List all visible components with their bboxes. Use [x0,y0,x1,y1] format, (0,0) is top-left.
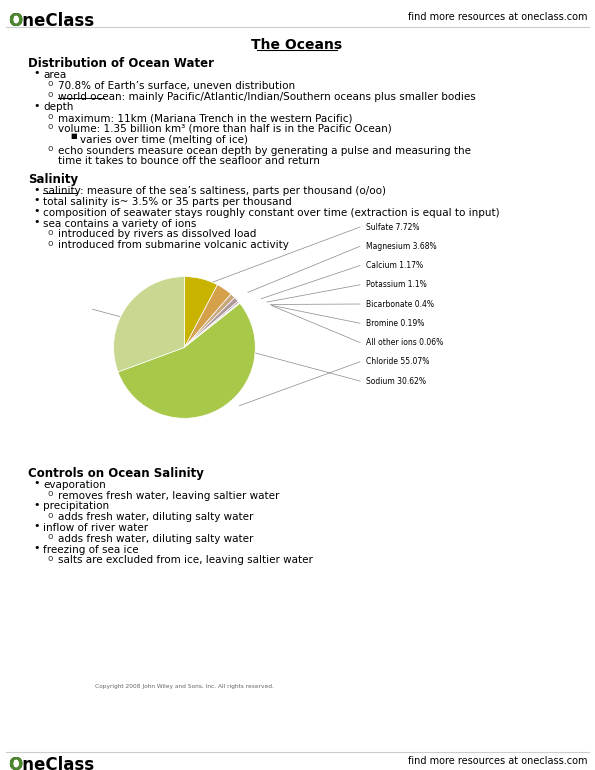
Text: o: o [48,554,54,563]
Text: •: • [33,185,39,195]
Text: find more resources at oneclass.com: find more resources at oneclass.com [408,12,587,22]
Text: Controls on Ocean Salinity: Controls on Ocean Salinity [28,467,204,480]
Text: o: o [48,112,54,121]
Text: o: o [48,239,54,248]
Text: world ocean: mainly Pacific/Atlantic/Indian/Southern oceans plus smaller bodies: world ocean: mainly Pacific/Atlantic/Ind… [58,92,476,102]
Text: •: • [33,196,39,206]
Text: o: o [48,144,54,153]
Wedge shape [184,276,218,347]
Text: precipitation: precipitation [43,501,109,511]
Text: o: o [48,511,54,520]
Wedge shape [184,303,240,347]
Text: Magnesium 3.68%: Magnesium 3.68% [366,242,437,251]
Text: Sodium 30.62%: Sodium 30.62% [366,377,426,386]
Text: varies over time (melting of ice): varies over time (melting of ice) [80,135,248,145]
Text: Potassium 1.1%: Potassium 1.1% [366,280,427,290]
Wedge shape [184,303,240,347]
Text: Chloride 55.07%: Chloride 55.07% [366,357,430,367]
Text: introduced from submarine volcanic activity: introduced from submarine volcanic activ… [58,240,289,250]
Text: adds fresh water, diluting salty water: adds fresh water, diluting salty water [58,512,253,522]
Text: volume: 1.35 billion km³ (more than half is in the Pacific Ocean): volume: 1.35 billion km³ (more than half… [58,124,392,134]
Text: •: • [33,543,39,553]
Wedge shape [114,276,184,372]
Text: time it takes to bounce off the seafloor and return: time it takes to bounce off the seafloor… [58,156,320,166]
Text: Salinity: Salinity [28,173,78,186]
Text: echo sounders measure ocean depth by generating a pulse and measuring the: echo sounders measure ocean depth by gen… [58,146,471,156]
Text: The Oceans: The Oceans [252,38,343,52]
Text: OneClass: OneClass [8,756,94,770]
Text: ■: ■ [70,133,77,139]
Wedge shape [184,301,239,347]
Wedge shape [184,285,231,347]
Text: Distribution of Ocean Water: Distribution of Ocean Water [28,57,214,70]
Text: evaporation: evaporation [43,480,106,490]
Text: •: • [33,500,39,510]
Text: maximum: 11km (Mariana Trench in the western Pacific): maximum: 11km (Mariana Trench in the wes… [58,113,352,123]
Text: 70.8% of Earth’s surface, uneven distribution: 70.8% of Earth’s surface, uneven distrib… [58,81,295,91]
Text: OneClass: OneClass [8,12,94,30]
Text: Bromine 0.19%: Bromine 0.19% [366,319,424,328]
Text: o: o [48,489,54,498]
Text: o: o [48,79,54,89]
Text: freezing of sea ice: freezing of sea ice [43,544,139,554]
Text: sea contains a variety of ions: sea contains a variety of ions [43,219,196,229]
Text: Sulfate 7.72%: Sulfate 7.72% [366,223,419,232]
Text: o: o [48,90,54,99]
Text: All other ions 0.06%: All other ions 0.06% [366,338,443,347]
Text: •: • [33,217,39,227]
Text: o: o [48,532,54,541]
Wedge shape [118,303,255,418]
Text: O: O [8,12,22,30]
Text: •: • [33,69,39,79]
Text: o: o [48,122,54,132]
Text: Bicarbonate 0.4%: Bicarbonate 0.4% [366,300,434,309]
Wedge shape [184,294,235,347]
Text: •: • [33,206,39,216]
Text: salinity: measure of the sea’s saltiness, parts per thousand (o/oo): salinity: measure of the sea’s saltiness… [43,186,386,196]
Text: adds fresh water, diluting salty water: adds fresh water, diluting salty water [58,534,253,544]
Text: o: o [48,228,54,237]
Text: •: • [33,521,39,531]
Text: •: • [33,101,39,111]
Text: O: O [8,756,22,770]
Text: removes fresh water, leaving saltier water: removes fresh water, leaving saltier wat… [58,490,280,500]
Text: Copyright 2008 John Wiley and Sons, Inc. All rights reserved.: Copyright 2008 John Wiley and Sons, Inc.… [95,684,274,689]
Text: inflow of river water: inflow of river water [43,523,148,533]
Text: find more resources at oneclass.com: find more resources at oneclass.com [408,756,587,766]
Text: depth: depth [43,102,73,112]
Text: composition of seawater stays roughly constant over time (extraction is equal to: composition of seawater stays roughly co… [43,208,500,218]
Text: salts are excluded from ice, leaving saltier water: salts are excluded from ice, leaving sal… [58,555,313,565]
Text: introduced by rivers as dissolved load: introduced by rivers as dissolved load [58,229,256,239]
Text: total salinity is~ 3.5% or 35 parts per thousand: total salinity is~ 3.5% or 35 parts per … [43,197,292,207]
Text: area: area [43,70,66,80]
Text: •: • [33,478,39,488]
Wedge shape [184,297,238,347]
Text: Calcium 1.17%: Calcium 1.17% [366,261,423,270]
